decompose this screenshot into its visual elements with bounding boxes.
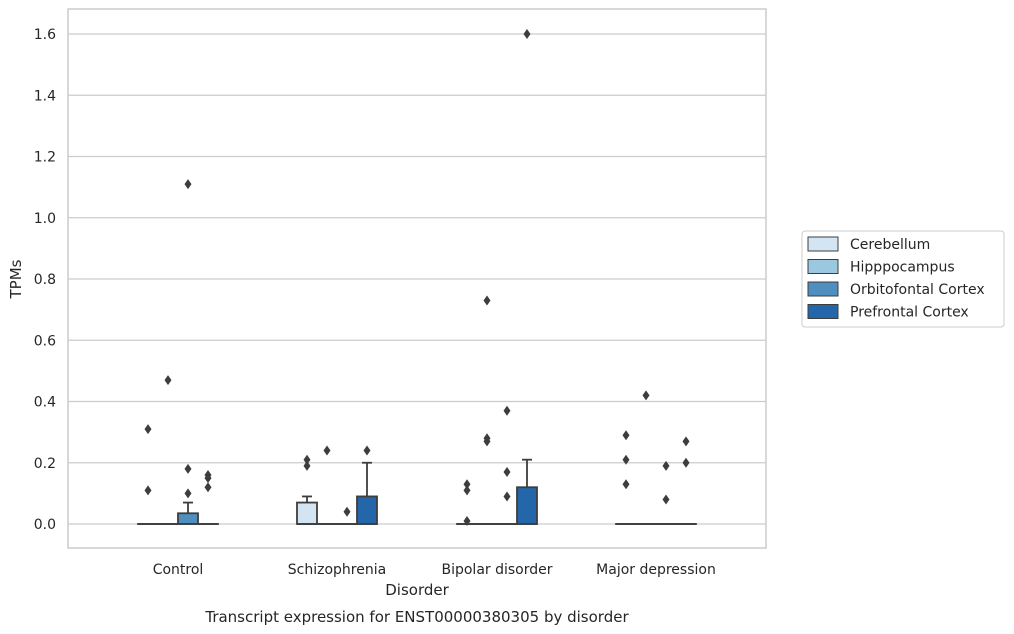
box-orbitofontal-cortex [496, 405, 518, 525]
x-tick-label: Schizophrenia [288, 562, 386, 578]
outlier-point [503, 405, 511, 416]
outlier-point [503, 491, 511, 502]
outlier-point [303, 454, 311, 465]
x-axis-ticks: Control Schizophrenia Bipolar disorder Majo… [153, 562, 716, 578]
y-tick-label: 1.2 [34, 150, 56, 166]
outlier-point [204, 482, 212, 493]
box [516, 486, 538, 525]
box [177, 512, 199, 525]
y-tick-label: 0.4 [34, 395, 56, 411]
y-tick-label: 1.4 [34, 88, 56, 104]
box-prefrontal-cortex [675, 436, 697, 525]
legend-label: Prefrontal Cortex [850, 305, 969, 321]
outlier-point [622, 454, 630, 465]
box [296, 501, 318, 525]
y-axis-title: TPMs [7, 259, 25, 299]
outlier-point [483, 433, 491, 444]
x-tick-label: Major depression [596, 562, 716, 578]
outlier-point [622, 479, 630, 490]
outlier-point [303, 460, 311, 471]
box [356, 495, 378, 525]
y-tick-label: 1.6 [34, 27, 56, 43]
outlier-point [184, 179, 192, 190]
legend-label: Hipppocampus [850, 260, 955, 276]
legend: Cerebellum Hipppocampus Orbitofontal Corte… [801, 230, 1005, 328]
outlier-point [363, 445, 371, 456]
outlier-point [463, 479, 471, 490]
outlier-point [323, 445, 331, 456]
outlier-point [503, 466, 511, 477]
y-axis-ticks: 0.0 0.2 0.4 0.6 0.8 1.0 1.2 1.4 1.6 [34, 27, 56, 533]
outlier-point [662, 460, 670, 471]
outlier-point [144, 424, 152, 435]
legend-swatch [807, 236, 839, 252]
plot-frame [67, 8, 767, 549]
box-orbitofontal-cortex [177, 179, 199, 525]
outlier-point [184, 463, 192, 474]
box-cerebellum [296, 454, 318, 525]
legend-swatch [807, 304, 839, 319]
legend-label: Orbitofontal Cortex [850, 282, 985, 298]
outlier-point [662, 494, 670, 505]
outlier-point [622, 430, 630, 441]
outlier-point [682, 457, 690, 468]
outlier-point [682, 436, 690, 447]
outlier-point [523, 29, 531, 39]
box-cerebellum [615, 430, 637, 525]
y-tick-label: 0.0 [34, 517, 56, 533]
legend-frame [801, 230, 1005, 328]
box-cerebellum [456, 479, 478, 526]
outlier-point [642, 390, 650, 401]
outlier-point [164, 375, 172, 386]
outlier-point [204, 470, 212, 480]
outlier-point [343, 506, 351, 517]
box-marks [137, 29, 697, 526]
box-prefrontal-cortex [356, 445, 378, 525]
x-axis-title: Disorder [385, 581, 449, 599]
y-tick-label: 0.8 [34, 272, 56, 288]
outlier-point [483, 295, 491, 306]
y-tick-label: 0.6 [34, 333, 56, 349]
legend-swatch [807, 259, 839, 274]
y-tick-label: 0.2 [34, 456, 56, 472]
x-tick-label: Control [153, 562, 204, 578]
outlier-point [184, 488, 192, 499]
chart-caption: Transcript expression for ENST0000038030… [204, 608, 629, 626]
box-orbitofontal-cortex [655, 460, 677, 525]
box-prefrontal-cortex [197, 470, 219, 525]
outlier-point [463, 485, 471, 496]
box-prefrontal-cortex [516, 29, 538, 525]
outlier-point [463, 515, 471, 526]
legend-swatch [807, 281, 839, 297]
y-tick-label: 1.0 [34, 211, 56, 227]
x-tick-label: Bipolar disorder [441, 562, 552, 578]
legend-label: Cerebellum [850, 237, 930, 253]
outlier-point [144, 485, 152, 496]
